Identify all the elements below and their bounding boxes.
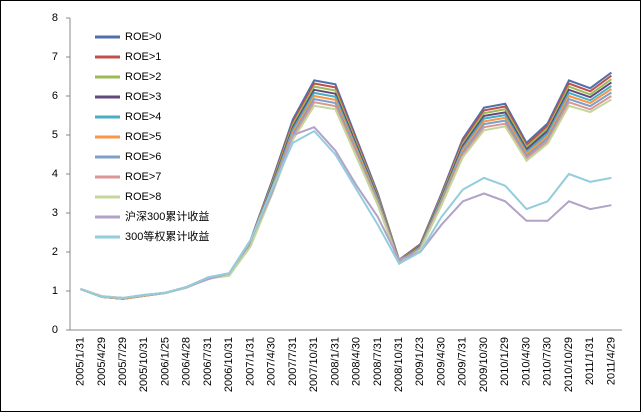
legend-label: ROE>6: [125, 151, 161, 163]
y-tick-label: 7: [52, 51, 58, 63]
x-tick-label: 2010/1/29: [499, 337, 511, 386]
x-tick-label: 2009/10/30: [478, 337, 490, 392]
x-tick-label: 2011/4/29: [605, 337, 617, 385]
x-tick-label: 2006/4/28: [181, 337, 193, 386]
x-tick-label: 2007/10/31: [308, 337, 320, 392]
x-tick-label: 2008/4/30: [351, 337, 363, 386]
x-tick-label: 2008/7/31: [372, 337, 384, 386]
legend-label: 沪深300累计收益: [125, 209, 209, 223]
x-tick-label: 2005/1/31: [75, 337, 87, 386]
x-tick-label: 2010/7/30: [542, 337, 554, 386]
y-tick-label: 3: [52, 207, 58, 219]
legend-label: ROE>7: [125, 171, 161, 183]
legend-label: ROE>3: [125, 91, 161, 103]
x-tick-label: 2005/7/29: [117, 337, 129, 386]
x-tick-label: 2006/7/31: [202, 337, 214, 386]
x-tick-label: 2010/10/29: [563, 337, 575, 392]
x-tick-label: 2007/7/31: [287, 337, 299, 386]
x-tick-label: 2006/10/31: [223, 337, 235, 392]
legend-label: ROE>1: [125, 51, 161, 63]
x-tick-label: 2007/1/31: [244, 337, 256, 386]
x-tick-label: 2009/1/23: [414, 337, 426, 386]
legend-label: ROE>5: [125, 131, 161, 143]
x-tick-label: 2009/4/30: [435, 337, 447, 386]
x-tick-label: 2006/1/25: [159, 337, 171, 386]
legend-label: 300等权累计收益: [125, 229, 209, 243]
y-tick-label: 0: [52, 324, 58, 336]
y-tick-label: 5: [52, 129, 58, 141]
legend-label: ROE>2: [125, 71, 161, 83]
legend-label: ROE>4: [125, 111, 161, 123]
x-tick-label: 2008/10/31: [393, 337, 405, 392]
x-tick-label: 2008/1/31: [329, 337, 341, 386]
x-tick-label: 2005/4/29: [96, 337, 108, 386]
x-tick-label: 2009/7/31: [457, 337, 469, 386]
y-tick-label: 4: [52, 168, 58, 180]
series-line: [80, 129, 612, 300]
x-tick-label: 2007/4/30: [266, 337, 278, 386]
x-tick-label: 2010/4/30: [520, 337, 532, 386]
x-tick-label: 2005/10/31: [138, 337, 150, 392]
x-tick-label: 2011/1/31: [584, 337, 596, 385]
legend-label: ROE>8: [125, 191, 161, 203]
legend-label: ROE>0: [125, 31, 161, 43]
y-tick-label: 1: [52, 285, 58, 297]
y-tick-label: 8: [52, 12, 58, 24]
y-tick-label: 2: [52, 246, 58, 258]
y-tick-label: 6: [52, 90, 58, 102]
